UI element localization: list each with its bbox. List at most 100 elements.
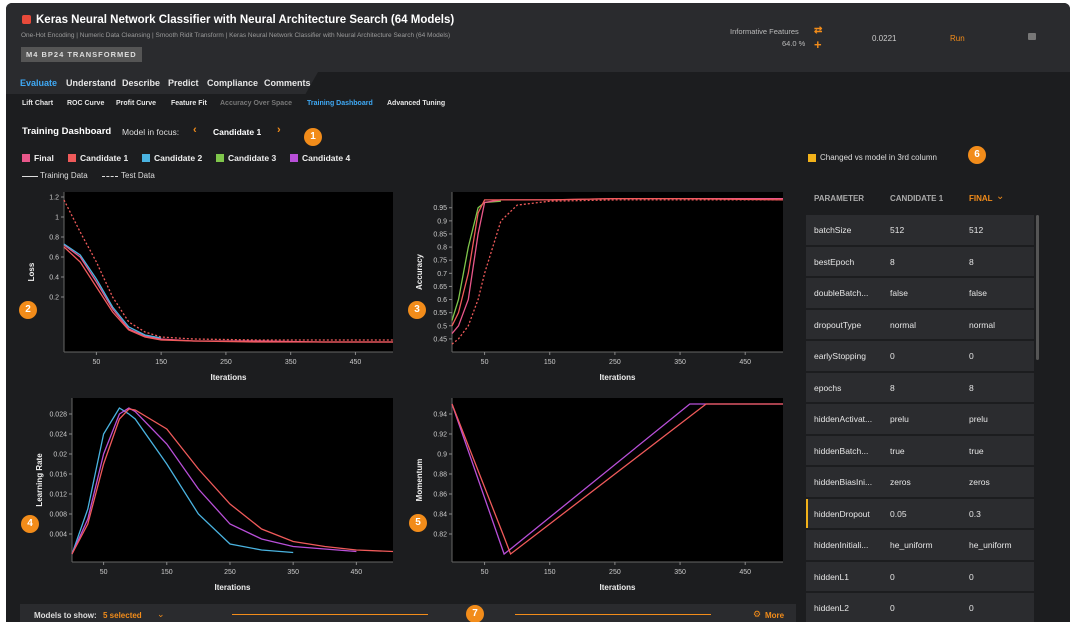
table-cell: epochs bbox=[814, 382, 842, 393]
x-tick-label: 450 bbox=[739, 569, 751, 576]
arrow-left bbox=[232, 614, 428, 615]
models-selected[interactable]: 5 selected bbox=[103, 611, 142, 620]
legend-label[interactable]: Candidate 2 bbox=[154, 153, 203, 163]
y-tick-label: 0.2 bbox=[49, 295, 59, 302]
y-tick-label: 1 bbox=[55, 215, 59, 222]
badge: M4 BP24 TRANSFORMED bbox=[21, 47, 142, 62]
tab[interactable]: Comments bbox=[264, 78, 311, 88]
legend-swatch bbox=[290, 154, 298, 162]
subtab[interactable]: Lift Chart bbox=[22, 100, 54, 107]
y-tick-label: 0.45 bbox=[433, 336, 447, 343]
table-cell: true bbox=[969, 445, 984, 456]
table-cell: zeros bbox=[969, 477, 990, 487]
focus-label: Model in focus: bbox=[122, 127, 180, 137]
tab[interactable]: Compliance bbox=[207, 78, 259, 88]
legend-label[interactable]: Candidate 1 bbox=[80, 153, 129, 163]
legend-swatch bbox=[216, 154, 224, 162]
series-line bbox=[63, 246, 393, 343]
series-line bbox=[63, 199, 393, 341]
subtab[interactable]: Profit Curve bbox=[116, 100, 157, 107]
series-line bbox=[63, 243, 162, 339]
legend-label[interactable]: Candidate 4 bbox=[302, 153, 351, 163]
tab[interactable]: Understand bbox=[66, 78, 117, 88]
tab[interactable]: Evaluate bbox=[20, 78, 58, 88]
chevron[interactable]: ⌄ bbox=[157, 609, 165, 619]
callout-marker: 4 bbox=[21, 515, 39, 533]
legend-label[interactable]: Candidate 3 bbox=[228, 153, 277, 163]
table-cell: hiddenActivat... bbox=[814, 414, 873, 424]
changed-key bbox=[808, 154, 816, 162]
model-title: Keras Neural Network Classifier with Neu… bbox=[36, 14, 455, 26]
x-tick-label: 250 bbox=[609, 569, 621, 576]
column-header: PARAMETER bbox=[814, 194, 865, 203]
y-tick-label: 0.012 bbox=[49, 492, 67, 499]
x-tick-label: 350 bbox=[285, 359, 297, 366]
subtab[interactable]: Training Dashboard bbox=[307, 100, 373, 107]
series-line bbox=[71, 407, 357, 555]
table-cell: batchSize bbox=[814, 225, 852, 235]
feature-icon[interactable]: ⇄ bbox=[814, 25, 823, 36]
next-model[interactable]: › bbox=[277, 124, 281, 136]
charts: 1.210.80.60.40.250 150 250 350 450Iterations… bbox=[27, 192, 784, 592]
tab[interactable]: Describe bbox=[122, 78, 161, 88]
y-tick-label: 0.85 bbox=[433, 231, 447, 238]
more-button[interactable]: More bbox=[765, 611, 785, 620]
y-tick-label: 0.8 bbox=[49, 235, 59, 242]
x-tick-label: 50 bbox=[100, 569, 108, 576]
series-line bbox=[451, 199, 783, 345]
header bbox=[6, 3, 1070, 72]
table-cell: earlyStopping bbox=[814, 351, 866, 361]
table-cell: zeros bbox=[890, 477, 911, 487]
lock-icon bbox=[1028, 33, 1036, 40]
informative-label: Informative Features bbox=[730, 27, 799, 36]
y-axis-label: Accuracy bbox=[415, 253, 424, 290]
gear-icon[interactable]: ⚙ bbox=[753, 609, 762, 619]
x-axis-label: Iterations bbox=[599, 373, 636, 382]
x-axis-label: Iterations bbox=[214, 583, 251, 592]
y-tick-label: 0.65 bbox=[433, 284, 447, 291]
dash-sample bbox=[102, 176, 118, 177]
table-cell: he_uniform bbox=[969, 540, 1012, 550]
plot-area bbox=[452, 398, 783, 562]
informative-value: 64.0 % bbox=[782, 39, 806, 48]
table-cell: 0 bbox=[969, 603, 974, 613]
table-cell: 8 bbox=[890, 382, 895, 393]
prev-model[interactable]: ‹ bbox=[193, 124, 197, 136]
subtab[interactable]: ROC Curve bbox=[67, 100, 105, 107]
add-icon[interactable]: + bbox=[814, 37, 822, 52]
table-cell: 0 bbox=[969, 571, 974, 582]
table-cell: hiddenBatch... bbox=[814, 445, 869, 456]
legend-label[interactable]: Final bbox=[34, 153, 54, 163]
subtab[interactable]: Accuracy Over Space bbox=[220, 100, 292, 107]
table-cell: 512 bbox=[969, 225, 984, 235]
table-row bbox=[806, 404, 1034, 434]
table-cell: true bbox=[890, 445, 905, 456]
subtab[interactable]: Feature Fit bbox=[171, 100, 207, 107]
y-tick-label: 0.84 bbox=[433, 512, 447, 519]
table-cell: 0 bbox=[890, 603, 895, 613]
table-row bbox=[806, 498, 1034, 528]
column-header[interactable]: FINAL bbox=[969, 194, 993, 203]
table-cell: hiddenL2 bbox=[814, 603, 849, 613]
y-axis-label: Learning Rate bbox=[35, 453, 44, 507]
sort-icon[interactable]: ⌄ bbox=[996, 191, 1005, 202]
table-row bbox=[806, 593, 1034, 622]
run-button[interactable]: Run bbox=[950, 34, 965, 43]
table-cell: normal bbox=[969, 319, 995, 330]
y-tick-label: 0.94 bbox=[433, 412, 447, 419]
y-tick-label: 0.55 bbox=[433, 310, 447, 317]
tab[interactable]: Predict bbox=[168, 78, 199, 88]
y-axis-label: Momentum bbox=[415, 459, 424, 502]
y-tick-label: 0.4 bbox=[49, 275, 59, 282]
table-row bbox=[806, 309, 1034, 339]
scrollbar[interactable] bbox=[1036, 215, 1039, 360]
series-line bbox=[451, 403, 783, 556]
y-tick-label: 0.6 bbox=[437, 297, 447, 304]
subtab[interactable]: Advanced Tuning bbox=[387, 100, 446, 107]
callout-marker: 5 bbox=[409, 514, 427, 532]
table-row bbox=[806, 278, 1034, 308]
table-cell: normal bbox=[890, 319, 916, 330]
app: Keras Neural Network Classifier with Neu… bbox=[6, 3, 1070, 622]
x-tick-label: 450 bbox=[351, 569, 363, 576]
y-tick-label: 0.92 bbox=[433, 432, 447, 439]
